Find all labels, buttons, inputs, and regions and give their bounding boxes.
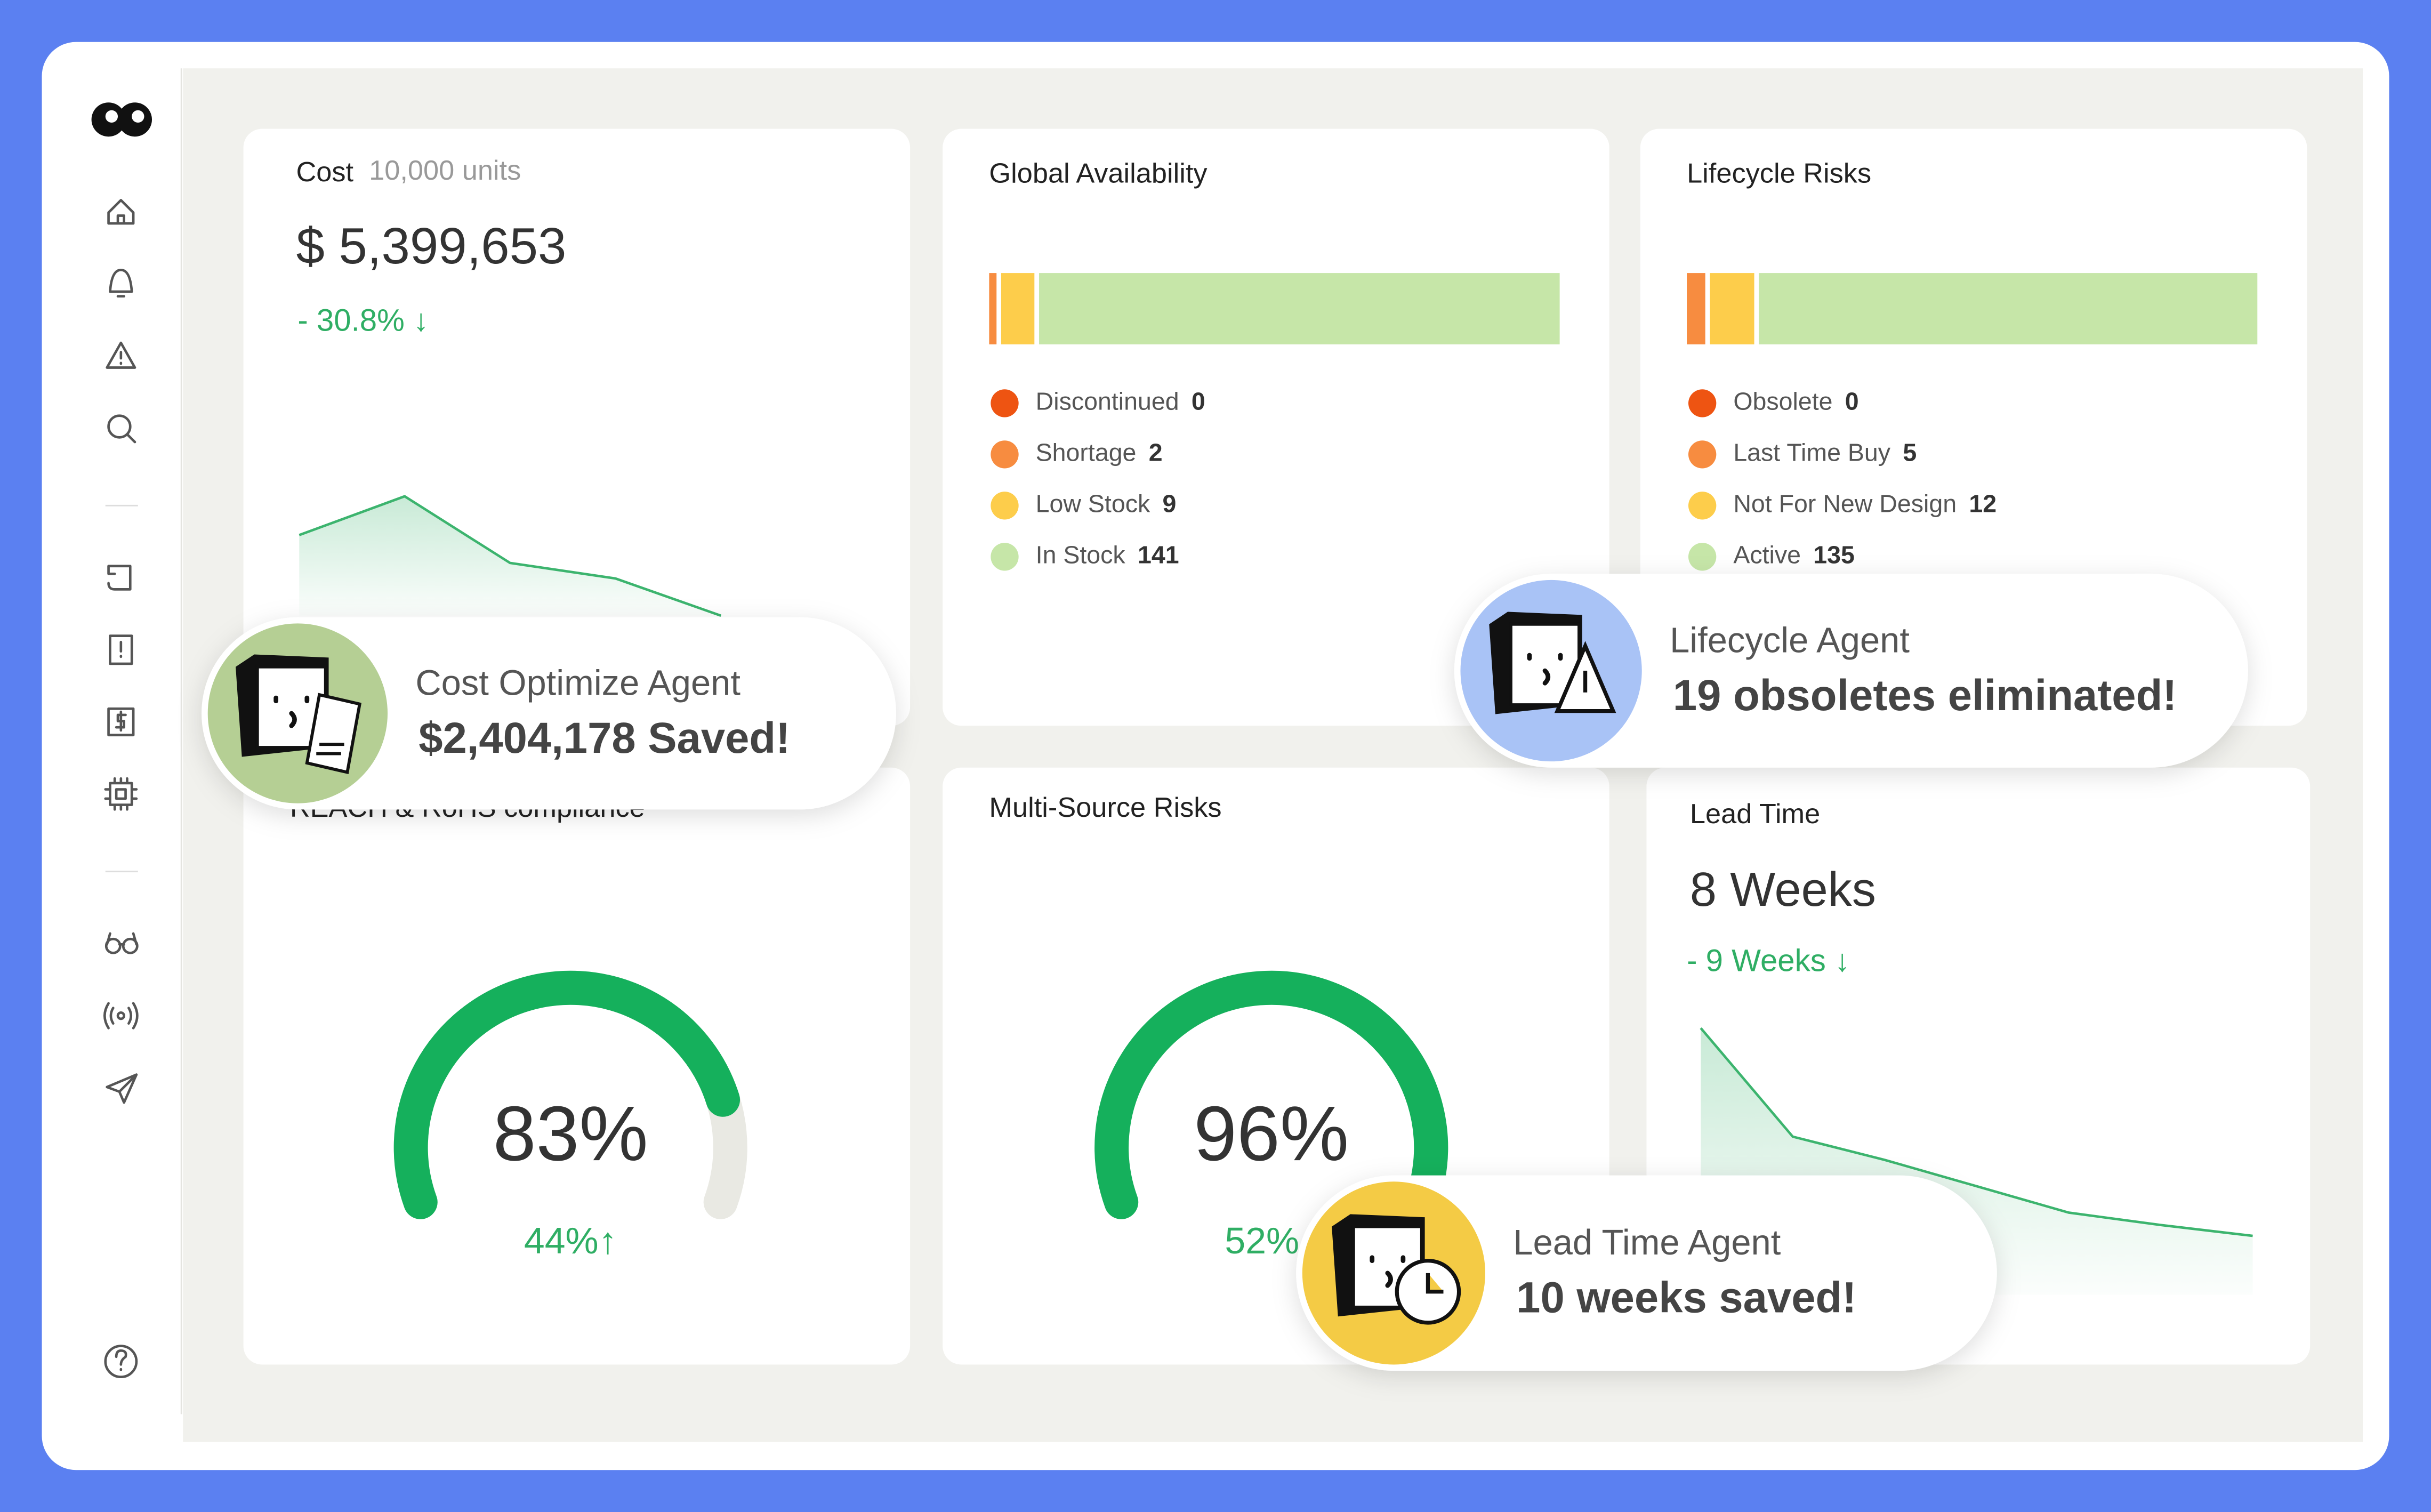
legend-count: 12 [1969,490,1997,518]
card [243,767,911,1365]
card-title: Lead Time [1690,799,1820,830]
legend-count: 135 [1813,541,1855,569]
agent-pill [1296,1175,1997,1371]
trend-area [299,496,721,616]
sidebar [103,199,139,1379]
legend-count: 9 [1163,490,1177,518]
agent-eyes [1527,653,1563,686]
scroll-icon[interactable] [107,565,132,591]
legend-name: Discontinued [1036,388,1179,415]
gauge-label: 96% [1194,1090,1349,1177]
agent-result: 10 weeks saved! [1516,1274,1856,1322]
agent-badge: Lead Time Agent 10 weeks saved! [1296,1175,1997,1371]
gauge-change: 44%↑ [524,1220,617,1261]
legend-dot [1688,492,1717,520]
agent-result: 19 obsoletes eliminated! [1673,671,2177,720]
legend-dot [1688,389,1717,417]
legend-name: Low Stock [1036,490,1150,518]
bar-segment [989,273,997,344]
legend-dot [1688,543,1717,571]
agent-accessory [1395,1259,1461,1325]
card-title: Multi-Source Risks [989,792,1221,823]
agent-badge: Cost Optimize Agent $2,404,178 Saved! [202,617,896,810]
trend-line [1700,1027,2253,1237]
legend-count: 0 [1845,388,1859,415]
search-icon[interactable] [107,414,136,444]
legend-count: 5 [1903,439,1917,467]
card-title: Global Availability [989,158,1208,189]
legend-dot [991,543,1019,571]
legend-count: 141 [1138,541,1179,569]
agent-pill [1454,574,2248,768]
gauge-value [393,970,740,1219]
agent-accessory [305,693,362,775]
signal-icon[interactable] [103,1002,139,1030]
legend-count: 2 [1149,439,1163,467]
legend-name: Obsolete [1733,388,1832,415]
logo [91,102,152,137]
chip-icon[interactable] [104,777,138,811]
legend-name: Last Time Buy [1733,439,1890,467]
agent-result: $2,404,178 Saved! [418,714,790,762]
report-icon[interactable] [109,634,133,665]
legend-name: Active [1733,541,1801,569]
bar-segment [1710,273,1754,344]
agent-eyes [1370,1255,1406,1288]
card-title: Cost [296,157,353,188]
cost-change: - 30.8% ↓ [297,303,429,338]
legend-dot [1688,440,1717,469]
glasses-icon[interactable] [104,932,139,954]
legend-name: Not For New Design [1733,490,1957,518]
legend-name: In Stock [1036,541,1126,569]
price-icon[interactable] [107,707,135,737]
legend-dot [991,492,1019,520]
legend-dot [991,440,1019,469]
bell-icon[interactable] [109,268,133,298]
card-subtitle: 10,000 units [369,155,521,186]
bar-segment [1001,273,1035,344]
trend-line [299,495,722,617]
agent-name: Lead Time Agent [1513,1223,1781,1262]
cost-value: $ 5,399,653 [296,218,566,275]
agent-name: Lifecycle Agent [1670,620,1910,660]
agent-name: Cost Optimize Agent [415,663,740,703]
agents: Cost Optimize Agent $2,404,178 Saved! Life… [202,574,2248,1371]
alert-icon[interactable] [106,341,136,369]
bar-segment [1759,273,2258,344]
gauge-value [1094,970,1448,1219]
legend-count: 0 [1192,388,1205,415]
agent-badge: Lifecycle Agent 19 obsoletes eliminated! [1454,574,2248,768]
leadtime-change: - 9 Weeks ↓ [1687,944,1850,978]
legend-dot [991,389,1019,417]
legend-name: Shortage [1036,439,1137,467]
agent-pill [202,617,896,810]
card-title: Lifecycle Risks [1687,158,1871,189]
bar-segment [1687,273,1705,344]
send-icon[interactable] [106,1073,138,1104]
agent-eyes [273,695,310,728]
agent-accessory [1554,641,1616,713]
home-icon[interactable] [107,199,135,225]
gauge-label: 83% [493,1090,648,1177]
bar-segment [1039,273,1560,344]
leadtime-value: 8 Weeks [1690,863,1876,916]
help-icon[interactable] [104,1345,138,1379]
